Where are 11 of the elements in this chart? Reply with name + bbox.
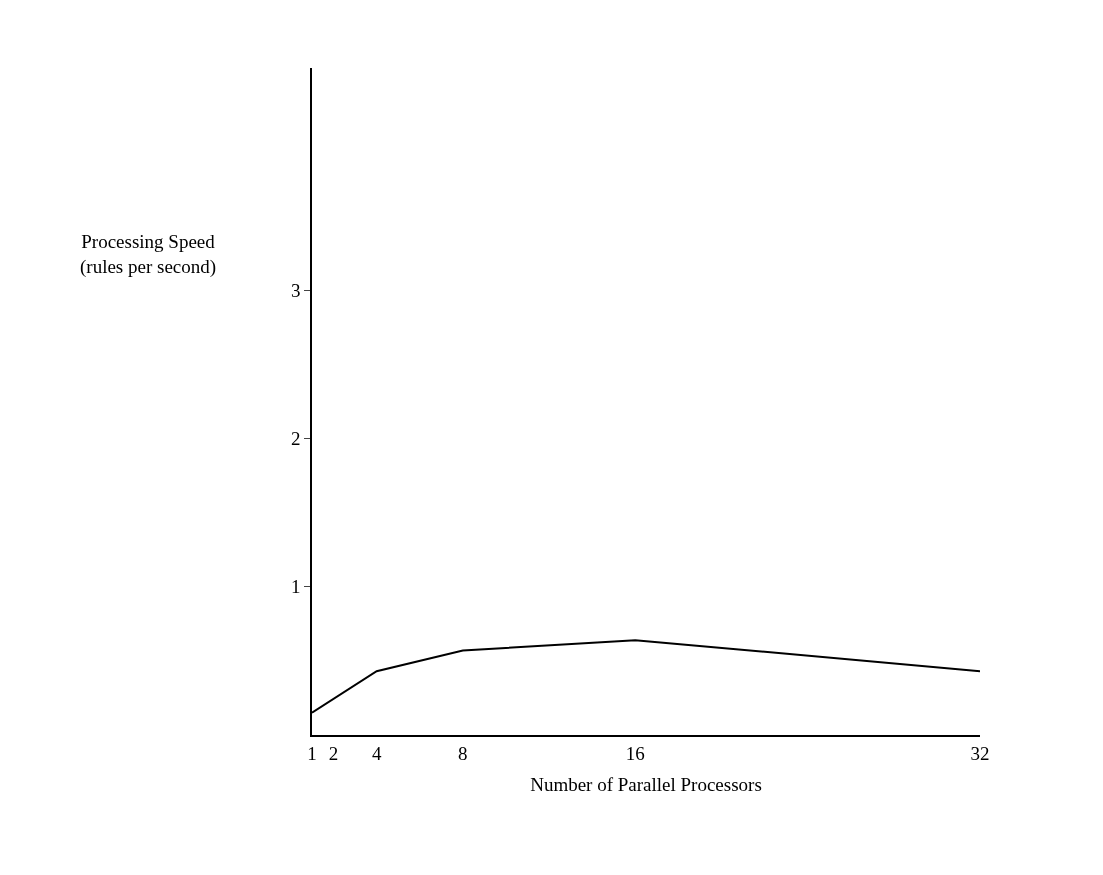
y-tick-label: 3	[290, 279, 301, 301]
x-tick-label: 32	[970, 742, 990, 764]
x-axis-title: Number of Parallel Processors	[530, 773, 762, 795]
y-tick-label: 2	[290, 428, 301, 450]
x-tick-label: 16	[625, 742, 645, 764]
y-tick-label: 1	[290, 576, 301, 598]
x-tick-label: 4	[371, 742, 382, 764]
x-tick-label: 8	[458, 742, 468, 764]
x-tick-label: 1	[307, 742, 317, 764]
y-axis-title: Processing Speed (rules per second)	[80, 231, 217, 278]
x-tick-label: 2	[328, 742, 339, 764]
